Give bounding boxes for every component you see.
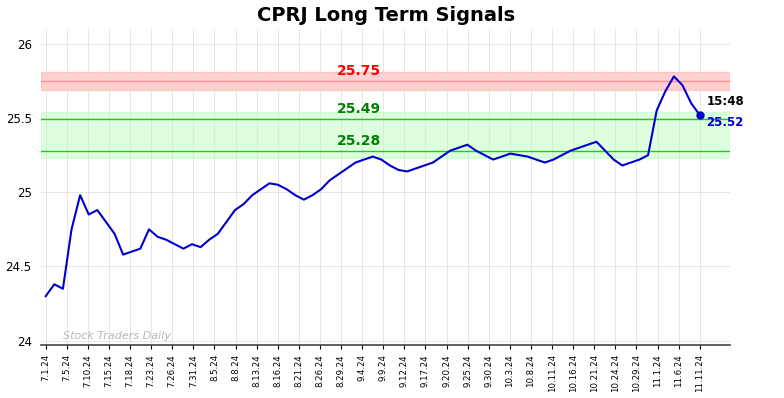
Text: 25.75: 25.75	[337, 64, 381, 78]
Text: 25.49: 25.49	[337, 103, 381, 117]
Bar	[42, 72, 730, 90]
Text: 15:48: 15:48	[706, 95, 744, 108]
Text: Stock Traders Daily: Stock Traders Daily	[63, 331, 171, 341]
Bar	[42, 112, 730, 158]
Text: 25.28: 25.28	[337, 134, 382, 148]
Text: 25.52: 25.52	[706, 116, 744, 129]
Title: CPRJ Long Term Signals: CPRJ Long Term Signals	[256, 6, 514, 25]
